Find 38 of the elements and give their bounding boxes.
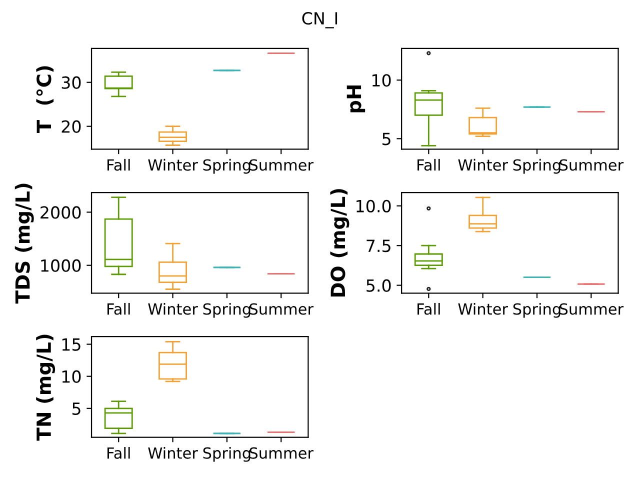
x-tick-label: Fall [107,158,130,171]
x-tick-label: Spring [513,302,560,318]
y-axis-title: TN (mg/L) [36,334,56,441]
x-tick-label: Spring [203,158,250,174]
y-tick-label: 10 [372,74,391,87]
x-tick-label: Winter [458,158,508,171]
y-tick-label: 5 [382,132,390,146]
x-tick-label: Fall [418,302,440,315]
x-tick-label: Spring [513,158,560,174]
y-tick-label: 10 [62,370,81,383]
x-tick-label: Fall [107,447,130,459]
y-axis-title: TDS (mg/L) [14,184,34,304]
x-tick-label: Spring [203,447,250,462]
y-tick-label: 30 [62,76,81,89]
x-tick-label: Winter [148,302,198,315]
x-tick-label: Winter [148,447,198,459]
x-tick-label: Winter [458,302,508,315]
y-axis-title: DO (mg/L) [330,189,350,297]
y-tick-label: 10.0 [356,200,391,212]
y-tick-label: 20 [62,120,81,133]
y-tick-label: 1000 [41,259,81,272]
x-tick-label: Fall [418,158,440,171]
x-tick-label: Summer [560,159,624,171]
x-tick-label: Winter [148,158,198,171]
x-tick-label: Summer [250,159,314,171]
x-tick-label: Summer [560,303,624,315]
chart-title: CN_I [302,12,338,28]
x-tick-label: Fall [107,302,130,315]
y-tick-label: 5 [72,402,80,415]
x-tick-label: Spring [203,302,250,318]
y-tick-label: 2000 [40,206,81,219]
x-tick-label: Summer [250,303,314,315]
x-tick-label: Summer [250,447,314,459]
y-tick-label: 7.5 [366,240,390,252]
y-axis-title: pH [346,86,366,112]
y-tick-label: 15 [62,338,80,351]
y-tick-label: 5.0 [366,279,391,292]
y-axis-title: T (°C) [36,66,54,134]
